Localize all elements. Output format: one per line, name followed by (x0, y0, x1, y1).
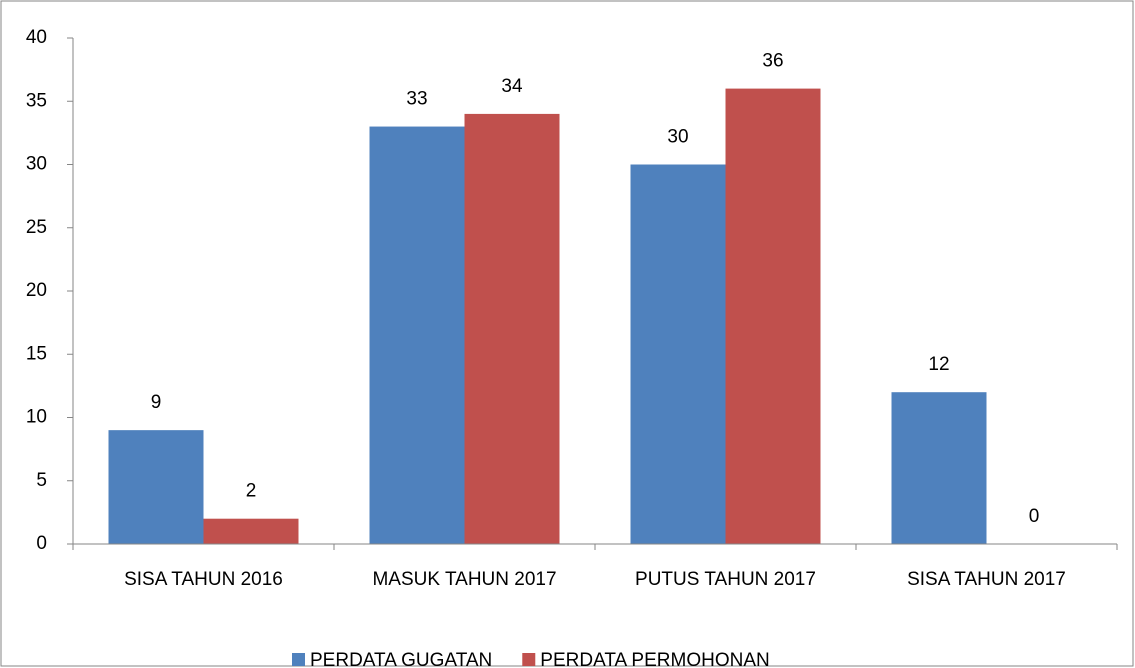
legend-label: PERDATA PERMOHONAN (540, 650, 769, 668)
y-tick-label: 30 (26, 154, 47, 175)
bar (630, 164, 726, 544)
bar (369, 126, 465, 545)
legend-label: PERDATA GUGATAN (310, 650, 492, 668)
y-tick-label: 35 (26, 90, 47, 111)
x-tick-label: MASUK TAHUN 2017 (372, 569, 556, 590)
data-label: 34 (501, 76, 523, 97)
data-label: 0 (1029, 506, 1040, 527)
y-tick-label: 10 (26, 407, 47, 428)
data-label: 9 (151, 392, 162, 413)
x-tick-label: PUTUS TAHUN 2017 (635, 569, 816, 590)
bar (203, 518, 299, 544)
data-label: 12 (928, 354, 949, 375)
bar (891, 392, 987, 544)
y-tick-label: 25 (26, 217, 47, 238)
data-label: 33 (406, 89, 427, 110)
data-label: 30 (667, 127, 688, 148)
data-label: 2 (246, 481, 257, 502)
legend-swatch (292, 653, 305, 666)
bar (725, 88, 821, 544)
bar (108, 430, 204, 544)
x-tick-label: SISA TAHUN 2017 (907, 569, 1066, 590)
legend-swatch (522, 653, 536, 666)
y-tick-label: 15 (26, 343, 47, 364)
data-label: 36 (762, 51, 783, 72)
y-tick-label: 40 (26, 27, 47, 48)
x-tick-label: SISA TAHUN 2016 (124, 569, 283, 590)
bar (464, 113, 560, 545)
y-tick-label: 5 (36, 470, 47, 491)
y-tick-label: 20 (26, 280, 47, 301)
y-tick-label: 0 (36, 533, 47, 554)
